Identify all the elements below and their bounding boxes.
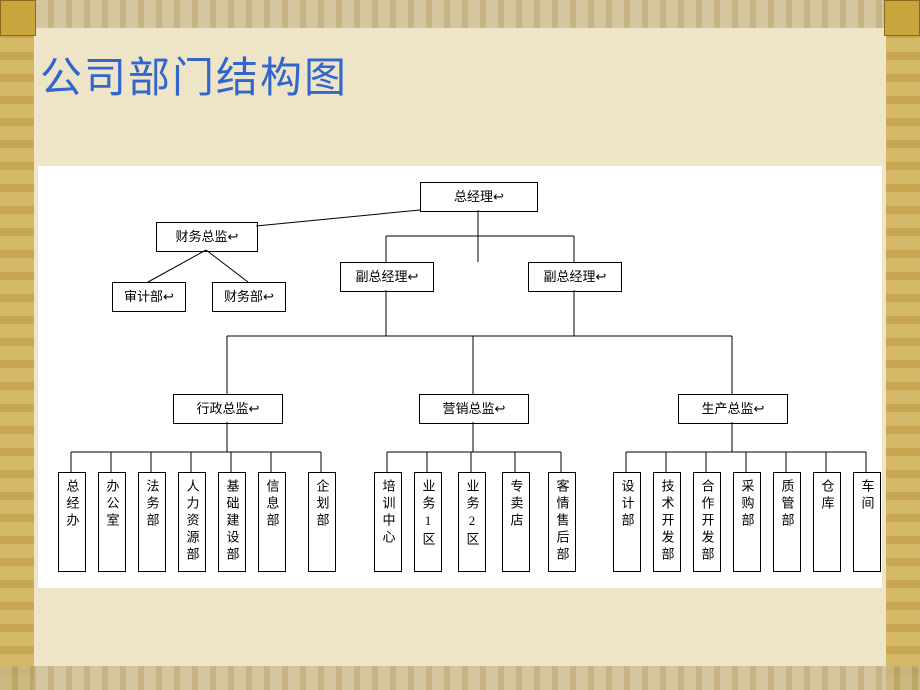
org-node-label: 采购部 <box>738 473 757 536</box>
org-node-l08: 培训中心 <box>374 472 402 572</box>
org-node-l15: 合作开发部 <box>693 472 721 572</box>
org-node-gm: 总经理↩ <box>420 182 538 212</box>
decor-right <box>886 28 920 690</box>
slide: 公司部门结构图 总经理↩ 财务总监↩ 审计部↩ 财务部↩ 副总经理↩ 副总经理↩ 行政总监↩… <box>0 0 920 690</box>
org-node-label: 生产总监↩ <box>698 400 769 418</box>
org-node-l06: 信息部 <box>258 472 286 572</box>
org-node-l10: 业务2区 <box>458 472 486 572</box>
org-node-label: 审计部↩ <box>120 288 178 306</box>
org-node-admin: 行政总监↩ <box>173 394 283 424</box>
org-node-label: 信息部 <box>263 473 282 536</box>
org-node-l09: 业务1区 <box>414 472 442 572</box>
org-node-label: 仓库 <box>818 473 837 519</box>
org-node-cfo: 财务总监↩ <box>156 222 258 252</box>
org-node-l16: 采购部 <box>733 472 761 572</box>
org-node-label: 副总经理↩ <box>540 268 611 286</box>
org-node-l12: 客情售后部 <box>548 472 576 572</box>
org-node-l03: 法务部 <box>138 472 166 572</box>
org-node-label: 专卖店 <box>507 473 526 536</box>
org-node-label: 合作开发部 <box>698 473 717 570</box>
org-node-l14: 技术开发部 <box>653 472 681 572</box>
decor-left <box>0 28 34 690</box>
org-node-label: 技术开发部 <box>658 473 677 570</box>
org-node-label: 客情售后部 <box>553 473 572 570</box>
decor-bottom <box>0 666 920 690</box>
org-node-label: 企划部 <box>313 473 332 536</box>
org-node-vgm1: 副总经理↩ <box>340 262 434 292</box>
org-node-l05: 基础建设部 <box>218 472 246 572</box>
org-node-l18: 仓库 <box>813 472 841 572</box>
org-chart-panel: 总经理↩ 财务总监↩ 审计部↩ 财务部↩ 副总经理↩ 副总经理↩ 行政总监↩ 营销总监↩ 生产总… <box>38 166 882 588</box>
org-node-label: 办公室 <box>103 473 122 536</box>
org-node-audit: 审计部↩ <box>112 282 186 312</box>
org-node-prod: 生产总监↩ <box>678 394 788 424</box>
org-node-label: 行政总监↩ <box>193 400 264 418</box>
org-node-l02: 办公室 <box>98 472 126 572</box>
org-node-label: 总经理↩ <box>450 188 508 206</box>
org-node-l01: 总经办 <box>58 472 86 572</box>
org-node-fin: 财务部↩ <box>212 282 286 312</box>
org-node-label: 业务2区 <box>463 473 482 555</box>
org-node-label: 业务1区 <box>419 473 438 555</box>
org-node-label: 副总经理↩ <box>352 268 423 286</box>
org-node-label: 总经办 <box>63 473 82 536</box>
org-node-label: 培训中心 <box>379 473 398 553</box>
decor-corner-tl <box>0 0 36 36</box>
org-node-l19: 车间 <box>853 472 881 572</box>
org-node-l13: 设计部 <box>613 472 641 572</box>
org-node-l04: 人力资源部 <box>178 472 206 572</box>
org-node-l11: 专卖店 <box>502 472 530 572</box>
org-node-label: 质管部 <box>778 473 797 536</box>
org-node-l07: 企划部 <box>308 472 336 572</box>
org-node-label: 法务部 <box>143 473 162 536</box>
org-node-label: 基础建设部 <box>223 473 242 570</box>
org-node-label: 财务部↩ <box>220 288 278 306</box>
org-node-vgm2: 副总经理↩ <box>528 262 622 292</box>
org-node-label: 营销总监↩ <box>439 400 510 418</box>
org-node-label: 设计部 <box>618 473 637 536</box>
decor-corner-tr <box>884 0 920 36</box>
page-title: 公司部门结构图 <box>40 44 348 105</box>
org-node-l17: 质管部 <box>773 472 801 572</box>
org-node-label: 财务总监↩ <box>172 228 243 246</box>
org-node-label: 人力资源部 <box>183 473 202 570</box>
org-node-sales: 营销总监↩ <box>419 394 529 424</box>
org-node-label: 车间 <box>858 473 877 519</box>
decor-top <box>0 0 920 28</box>
